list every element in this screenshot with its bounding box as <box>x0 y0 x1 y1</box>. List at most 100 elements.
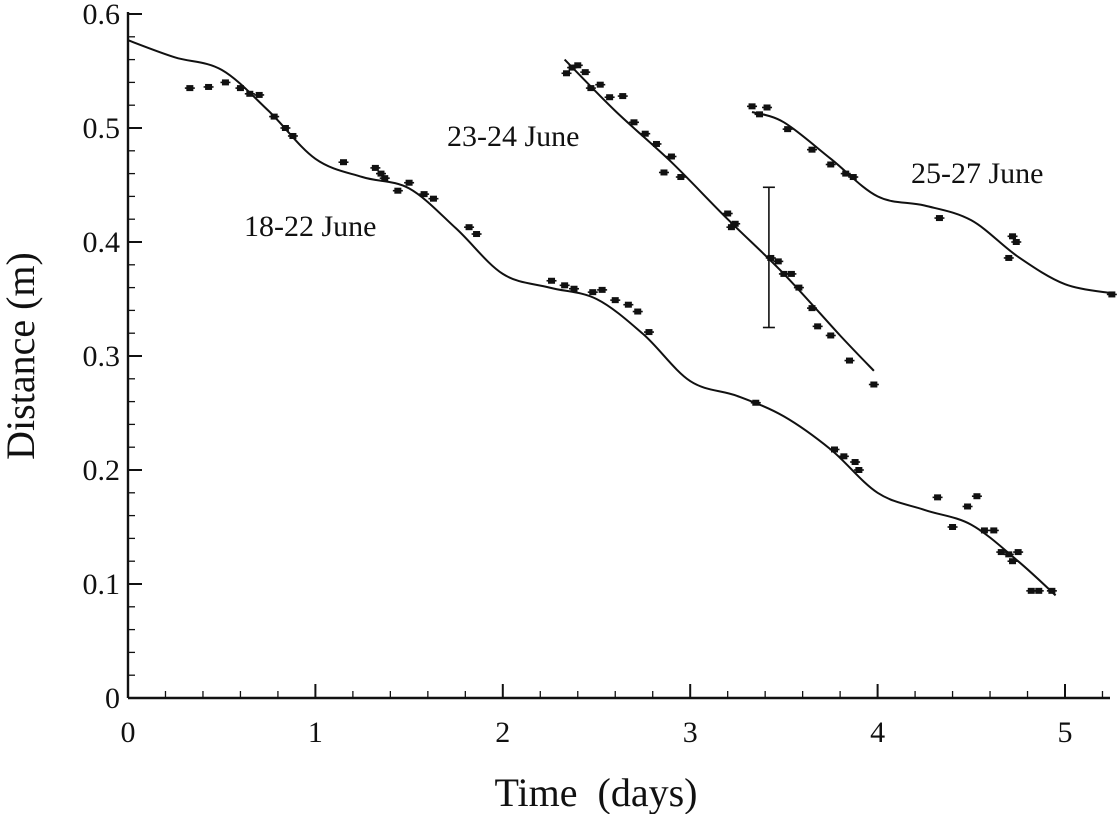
x-tick-label: 5 <box>1058 716 1073 749</box>
data-point-series-0 <box>1014 549 1022 556</box>
data-point-series-0 <box>840 453 848 460</box>
fit-line-series-0 <box>127 39 1057 597</box>
y-tick-label: 0.2 <box>83 454 121 487</box>
y-axis-title: Distance (m) <box>0 252 43 460</box>
data-points <box>186 62 1116 594</box>
data-point-series-0 <box>270 113 278 120</box>
data-point-series-1 <box>587 85 595 92</box>
data-point-series-0 <box>1027 587 1035 594</box>
x-axis-title: Time (days) <box>495 770 698 814</box>
data-point-series-1 <box>677 174 685 181</box>
data-point-series-2 <box>849 174 857 181</box>
data-point-series-1 <box>870 381 878 388</box>
data-point-series-0 <box>255 91 263 98</box>
data-point-series-0 <box>752 399 760 406</box>
data-point-series-0 <box>964 503 972 510</box>
data-point-series-2 <box>935 215 943 222</box>
data-point-series-0 <box>949 524 957 530</box>
data-point-series-1 <box>652 140 660 147</box>
data-point-series-1 <box>574 62 582 69</box>
data-point-series-0 <box>1005 551 1013 558</box>
x-tick-label: 1 <box>308 716 323 749</box>
series-label-18-22-june: 18-22 June <box>244 210 376 243</box>
data-point-series-0 <box>473 231 481 238</box>
data-point-series-1 <box>767 254 775 261</box>
data-point-series-0 <box>236 85 244 92</box>
series-label-23-24-june: 23-24 June <box>447 120 579 153</box>
data-point-series-2 <box>784 126 792 133</box>
data-point-series-2 <box>1005 254 1013 261</box>
data-point-series-1 <box>795 284 803 291</box>
data-point-series-1 <box>660 169 668 176</box>
data-point-series-2 <box>808 146 816 153</box>
data-point-series-1 <box>731 220 739 227</box>
data-point-series-0 <box>186 85 194 92</box>
y-tick-label: 0.1 <box>83 568 121 601</box>
y-tick-label: 0.4 <box>83 226 121 259</box>
data-point-series-0 <box>561 282 569 289</box>
data-point-series-2 <box>1108 291 1116 298</box>
y-tick-label: 0.5 <box>83 112 121 145</box>
data-point-series-0 <box>465 224 473 231</box>
data-point-series-0 <box>405 179 413 186</box>
data-point-series-2 <box>763 104 771 111</box>
data-point-series-1 <box>727 224 735 231</box>
fit-lines <box>127 39 1112 597</box>
y-tick-label: 0.6 <box>83 0 121 31</box>
data-point-series-0 <box>381 175 389 182</box>
data-point-series-0 <box>205 83 213 90</box>
data-point-series-0 <box>855 467 863 473</box>
data-point-series-0 <box>246 90 254 97</box>
data-point-series-1 <box>774 258 782 265</box>
data-point-series-0 <box>1009 558 1017 565</box>
data-point-series-0 <box>377 170 385 177</box>
data-point-series-2 <box>756 111 764 118</box>
data-point-series-1 <box>630 119 638 126</box>
y-tick-label: 0 <box>105 682 120 715</box>
data-point-series-0 <box>830 446 838 453</box>
data-point-series-1 <box>787 270 795 277</box>
series-label-25-27-june: 25-27 June <box>911 157 1043 190</box>
data-point-series-1 <box>667 153 675 160</box>
data-point-series-1 <box>581 69 589 76</box>
data-point-series-1 <box>724 210 732 217</box>
data-point-series-0 <box>990 527 998 534</box>
data-point-series-1 <box>808 305 816 312</box>
data-point-series-0 <box>340 159 348 166</box>
data-point-series-0 <box>1035 587 1043 594</box>
data-point-series-0 <box>429 195 437 202</box>
x-tick-label: 0 <box>121 716 136 749</box>
data-point-series-2 <box>1012 239 1020 245</box>
data-point-series-0 <box>221 79 229 86</box>
data-point-series-1 <box>568 64 576 71</box>
data-point-series-2 <box>748 103 756 110</box>
ticks <box>127 13 1104 699</box>
data-point-series-0 <box>934 494 942 501</box>
data-point-series-1 <box>641 130 649 137</box>
x-tick-label: 3 <box>683 716 698 749</box>
data-point-series-0 <box>980 527 988 534</box>
data-point-series-0 <box>371 164 379 171</box>
data-point-series-0 <box>1048 587 1056 594</box>
data-point-series-1 <box>596 81 604 88</box>
y-tick-label: 0.3 <box>83 340 121 373</box>
data-point-series-0 <box>598 286 606 293</box>
data-point-series-0 <box>997 549 1005 556</box>
data-point-series-0 <box>570 285 578 292</box>
x-tick-label: 2 <box>495 716 510 749</box>
data-point-series-0 <box>973 493 981 500</box>
data-point-series-0 <box>624 301 632 308</box>
data-point-series-0 <box>548 277 556 284</box>
data-point-series-0 <box>851 459 859 466</box>
x-tick-label: 4 <box>870 716 885 749</box>
data-point-series-1 <box>827 332 835 339</box>
data-point-series-1 <box>619 93 627 100</box>
data-point-series-1 <box>845 357 853 364</box>
fit-line-series-2 <box>751 111 1112 295</box>
data-point-series-2 <box>842 170 850 177</box>
data-point-series-0 <box>420 191 428 198</box>
data-point-series-0 <box>589 289 597 296</box>
data-point-series-1 <box>606 94 614 101</box>
data-point-series-2 <box>1009 233 1017 240</box>
data-point-series-1 <box>780 270 788 277</box>
